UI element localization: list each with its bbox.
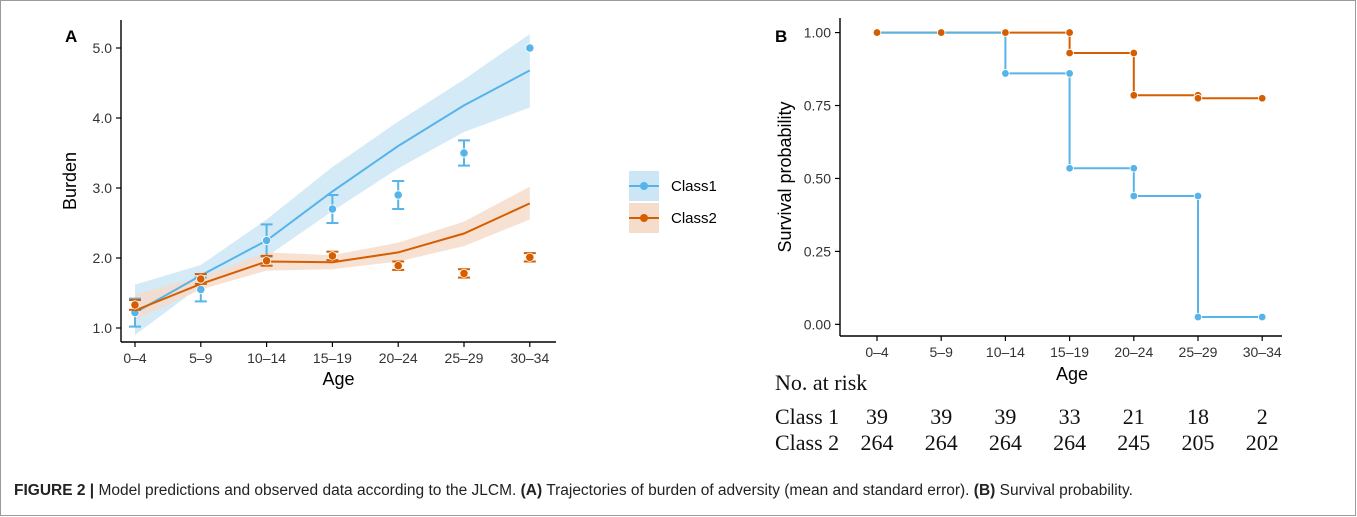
risk-table-cell: 39 — [994, 404, 1017, 429]
risk-table-cell: 205 — [1181, 430, 1215, 455]
panel-a-y-axis-title: Burden — [60, 152, 80, 210]
panel-a-y-tick-label: 4.0 — [93, 110, 113, 126]
panel-a-x-tick-label: 5–9 — [189, 350, 213, 366]
panel-a-point-class2 — [393, 261, 403, 271]
risk-table-cell: 245 — [1117, 430, 1151, 455]
panel-a-x-tick-label: 25–29 — [445, 350, 484, 366]
panel-b-y-tick-label: 0.00 — [804, 316, 831, 332]
panel-a-y-tick-label: 2.0 — [93, 250, 113, 266]
panel-b-point-class2 — [1065, 48, 1074, 58]
risk-table-cell: 202 — [1245, 430, 1279, 455]
risk-table-row-label: Class 1 — [775, 404, 840, 429]
panel-b-x-tick-label: 25–29 — [1179, 344, 1218, 360]
panel-a-point-class2 — [196, 274, 206, 284]
panel-b-point-class2 — [1129, 91, 1138, 100]
panel-b-y-tick-label: 1.00 — [804, 25, 831, 41]
caption-text-1: Model predictions and observed data acco… — [94, 482, 521, 499]
panel-b-x-tick-label: 10–14 — [986, 344, 1025, 360]
panel-b-x-tick-label: 5–9 — [930, 344, 954, 360]
risk-table-cell: 264 — [1053, 430, 1087, 455]
caption-label: FIGURE 2 | — [14, 482, 95, 499]
caption-text-2: Trajectories of burden of adversity (mea… — [542, 482, 974, 499]
panel-a-point-class1 — [196, 284, 206, 295]
risk-table-cell: 264 — [860, 430, 894, 455]
risk-table-cell: 39 — [930, 404, 953, 429]
panel-b-point-class1 — [1065, 164, 1074, 173]
panel-b-y-tick-label: 0.25 — [804, 243, 831, 259]
legend-key-point — [640, 214, 648, 222]
panel-b-point-class2 — [872, 28, 882, 37]
panel-a-point-class2 — [130, 300, 140, 310]
legend-key-point — [640, 182, 648, 190]
risk-table-cell: 39 — [866, 404, 888, 429]
panel-a-x-tick-label: 10–14 — [247, 350, 286, 366]
panel-b-y-tick-label: 0.75 — [804, 98, 831, 114]
panel-a-band-class1 — [135, 34, 530, 335]
panel-b-point-class1 — [1193, 312, 1203, 322]
panel-b-point-class2 — [1129, 48, 1138, 58]
panel-b-y-tick-label: 0.50 — [804, 170, 831, 186]
panel-a-x-axis-title: Age — [322, 369, 354, 389]
panel-a-y-tick-label: 1.0 — [93, 320, 113, 336]
panel-b-point-class2 — [1065, 28, 1074, 37]
panel-b-x-tick-label: 30–34 — [1243, 344, 1282, 360]
panel-b-x-axis-title: Age — [1056, 364, 1088, 384]
panel-b-tag: B — [775, 27, 787, 46]
panel-b-x-tick-label: 20–24 — [1114, 344, 1153, 360]
panel-b-x-tick-label: 15–19 — [1050, 344, 1089, 360]
panel-b-y-axis-title: Survival probability — [775, 101, 795, 252]
panel-a-x-tick-label: 0–4 — [123, 350, 147, 366]
panel-a-y-tick-label: 5.0 — [93, 40, 113, 56]
panel-b-point-class1 — [1129, 191, 1138, 201]
panel-b-point-class2 — [1257, 94, 1267, 103]
panel-a-point-class1 — [261, 235, 272, 246]
panel-b-point-class1 — [1065, 69, 1074, 78]
panel-a-point-class2 — [459, 268, 469, 278]
panel-b-point-class1 — [1001, 69, 1010, 78]
risk-table-cell: 21 — [1122, 404, 1145, 429]
caption-text-3: Survival probability. — [995, 482, 1133, 499]
panel-b-point-class1 — [1129, 164, 1138, 173]
panel-a-point-class1 — [459, 148, 469, 158]
legend-label-class1: Class1 — [671, 178, 717, 195]
panel-a-point-class2 — [261, 256, 272, 266]
panel-a-x-tick-label: 30–34 — [510, 350, 549, 366]
risk-table-cell: 33 — [1058, 404, 1081, 429]
panel-b-point-class2 — [1193, 94, 1203, 103]
panel-a-tag: A — [65, 27, 77, 46]
risk-table-row-label: Class 2 — [775, 430, 840, 455]
panel-a-point-class2 — [327, 251, 337, 261]
risk-table-cell: 264 — [924, 430, 958, 455]
caption-tag-a: (A) — [520, 482, 543, 499]
panel-b-point-class1 — [1193, 191, 1203, 201]
panel-a-x-tick-label: 20–24 — [379, 350, 418, 366]
panel-a-point-class1 — [525, 43, 535, 53]
panel-b-x-tick-label: 0–4 — [865, 344, 889, 360]
panel-a-point-class1 — [327, 204, 337, 214]
risk-table-cell: 264 — [988, 430, 1022, 455]
panel-a-x-tick-label: 15–19 — [313, 350, 352, 366]
risk-table-cell: 18 — [1187, 404, 1209, 429]
panel-a-point-class2 — [525, 252, 535, 262]
figure-caption: FIGURE 2 | Model predictions and observe… — [14, 482, 1133, 500]
panel-b-point-class2 — [937, 28, 946, 37]
panel-b-point-class2 — [1001, 28, 1010, 37]
caption-tag-b: (B) — [973, 482, 996, 499]
panel-a-point-class1 — [393, 190, 403, 200]
risk-table-title: No. at risk — [775, 370, 868, 395]
panel-a-y-tick-label: 3.0 — [93, 180, 113, 196]
risk-table-cell: 2 — [1256, 404, 1268, 429]
legend-label-class2: Class2 — [671, 210, 717, 227]
panel-b-point-class1 — [1257, 312, 1267, 322]
